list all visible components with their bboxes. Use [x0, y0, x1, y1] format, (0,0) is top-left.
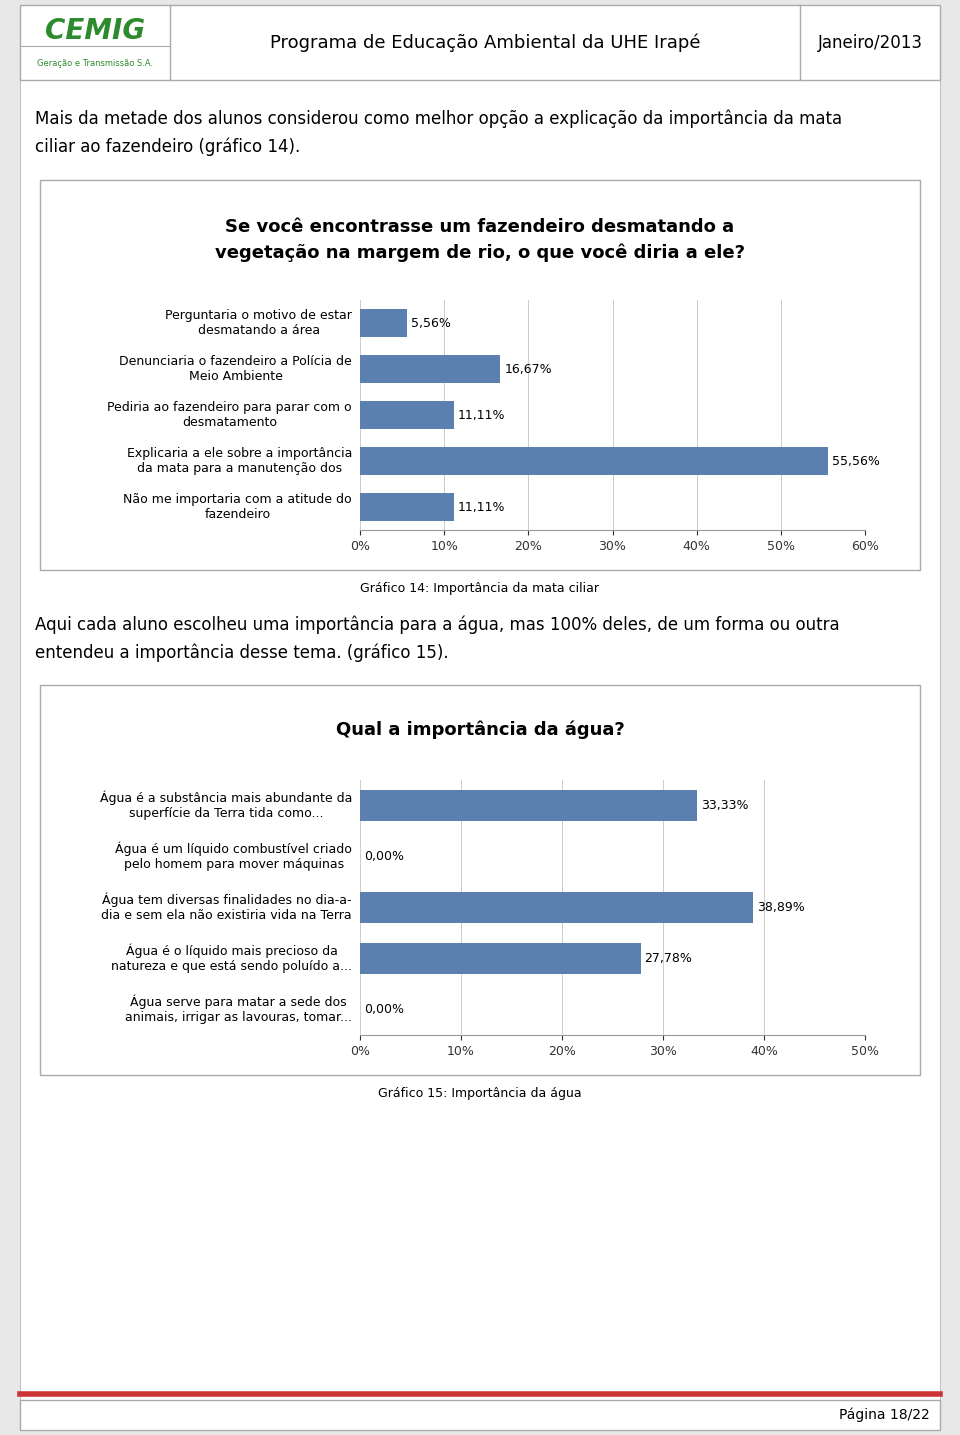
Text: Página 18/22: Página 18/22	[839, 1408, 930, 1422]
Text: Janeiro/2013: Janeiro/2013	[818, 33, 923, 52]
Text: Não me importaria com a atitude do
fazendeiro: Não me importaria com a atitude do fazen…	[124, 494, 352, 521]
Text: 0,00%: 0,00%	[364, 1003, 404, 1016]
Text: 11,11%: 11,11%	[458, 501, 505, 514]
Bar	[40, 179, 920, 570]
Text: Água é a substância mais abundante da
superfície da Terra tida como...: Água é a substância mais abundante da su…	[100, 791, 352, 821]
Text: Qual a importância da água?: Qual a importância da água?	[336, 720, 624, 739]
Text: Pediria ao fazendeiro para parar com o
desmatamento: Pediria ao fazendeiro para parar com o d…	[108, 400, 352, 429]
Text: Mais da metade dos alunos considerou como melhor opção a explicação da importânc: Mais da metade dos alunos considerou com…	[35, 110, 842, 129]
Bar	[360, 402, 453, 429]
Text: Gráfico 15: Importância da água: Gráfico 15: Importância da água	[378, 1086, 582, 1101]
Bar	[20, 4, 940, 80]
Bar	[360, 791, 697, 821]
Text: 11,11%: 11,11%	[458, 409, 505, 422]
Bar	[360, 893, 753, 923]
Bar	[360, 448, 828, 475]
Text: Denunciaria o fazendeiro a Polícia de
Meio Ambiente: Denunciaria o fazendeiro a Polícia de Me…	[119, 354, 352, 383]
Text: 16,67%: 16,67%	[505, 363, 552, 376]
Text: ciliar ao fazendeiro (gráfico 14).: ciliar ao fazendeiro (gráfico 14).	[35, 138, 300, 156]
Text: 38,89%: 38,89%	[756, 901, 804, 914]
Text: Água é um líquido combustível criado
pelo homem para mover máquinas: Água é um líquido combustível criado pel…	[115, 842, 352, 871]
Text: Se você encontrasse um fazendeiro desmatando a
vegetação na margem de rio, o que: Se você encontrasse um fazendeiro desmat…	[215, 218, 745, 261]
Text: Aqui cada aluno escolheu uma importância para a água, mas 100% deles, de um form: Aqui cada aluno escolheu uma importância…	[35, 616, 840, 633]
Text: Água tem diversas finalidades no dia-a-
dia e sem ela não existiria vida na Terr: Água tem diversas finalidades no dia-a- …	[102, 893, 352, 923]
Text: Água é o líquido mais precioso da
natureza e que está sendo poluído a...: Água é o líquido mais precioso da nature…	[111, 944, 352, 973]
Text: Gráfico 14: Importância da mata ciliar: Gráfico 14: Importância da mata ciliar	[361, 583, 599, 596]
Text: 27,78%: 27,78%	[644, 951, 692, 964]
Text: 55,56%: 55,56%	[831, 455, 879, 468]
Text: entendeu a importância desse tema. (gráfico 15).: entendeu a importância desse tema. (gráf…	[35, 643, 448, 662]
Text: Água serve para matar a sede dos
animais, irrigar as lavouras, tomar...: Água serve para matar a sede dos animais…	[125, 994, 352, 1025]
Bar	[40, 684, 920, 1075]
Text: Geração e Transmissão S.A.: Geração e Transmissão S.A.	[36, 59, 153, 67]
Text: CEMIG: CEMIG	[45, 17, 145, 44]
Bar	[360, 494, 453, 521]
Text: 33,33%: 33,33%	[701, 799, 748, 812]
Text: Programa de Educação Ambiental da UHE Irapé: Programa de Educação Ambiental da UHE Ir…	[270, 33, 700, 52]
Text: Explicaria a ele sobre a importância
da mata para a manutenção dos: Explicaria a ele sobre a importância da …	[127, 446, 352, 475]
Text: 0,00%: 0,00%	[364, 850, 404, 862]
Text: 5,56%: 5,56%	[411, 317, 451, 330]
Bar	[360, 309, 407, 337]
Bar	[20, 1401, 940, 1431]
Bar	[360, 356, 500, 383]
Text: Perguntaria o motivo de estar
desmatando a área: Perguntaria o motivo de estar desmatando…	[165, 309, 352, 337]
Bar	[360, 943, 640, 974]
